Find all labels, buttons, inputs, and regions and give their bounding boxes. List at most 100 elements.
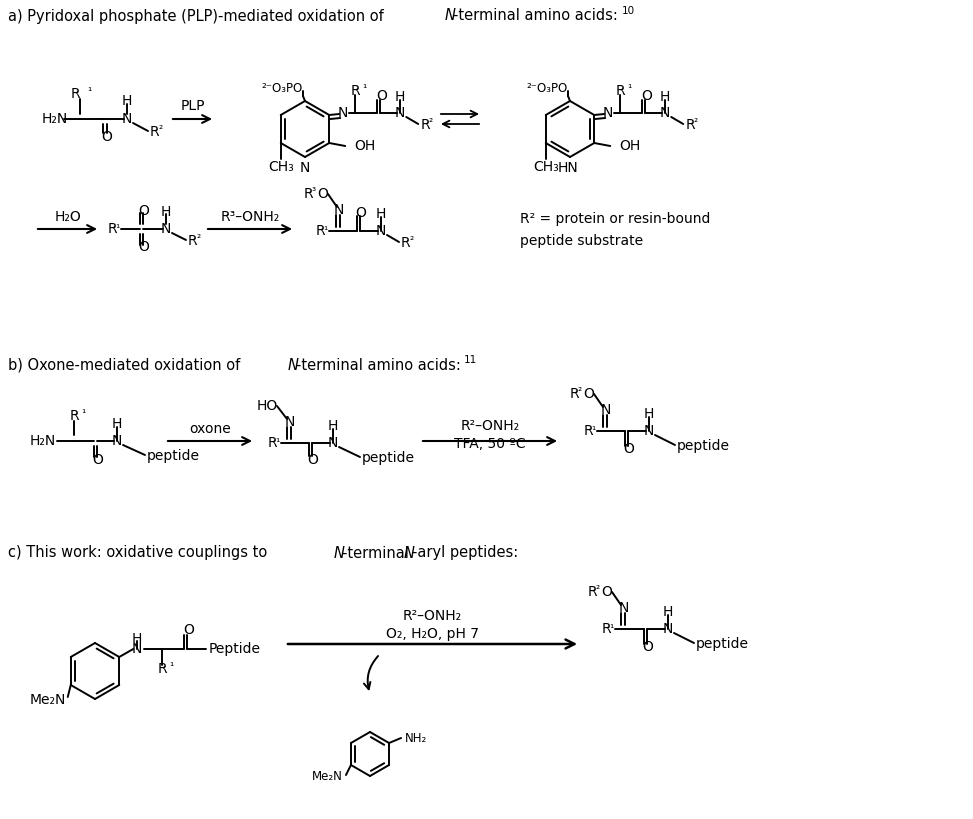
Text: O: O (138, 204, 150, 218)
Text: ¹: ¹ (362, 84, 367, 94)
Text: N: N (328, 436, 339, 450)
Text: -terminal amino acids:: -terminal amino acids: (296, 358, 461, 373)
Text: ²: ² (196, 234, 200, 244)
Text: ³: ³ (311, 187, 315, 197)
Text: H: H (395, 90, 406, 104)
Text: ¹: ¹ (323, 226, 327, 236)
Text: N: N (663, 622, 673, 636)
Text: R³–ONH₂: R³–ONH₂ (220, 210, 279, 224)
Text: ¹: ¹ (115, 224, 120, 234)
Text: R: R (401, 236, 411, 250)
Text: OH: OH (619, 139, 640, 153)
Text: N: N (644, 424, 654, 438)
Text: H: H (660, 90, 670, 104)
Text: N: N (122, 112, 132, 126)
Text: peptide: peptide (696, 637, 749, 651)
Text: H: H (112, 417, 123, 431)
Text: N: N (112, 434, 123, 448)
Text: R: R (316, 224, 326, 238)
Text: N: N (334, 203, 344, 217)
Text: O: O (624, 442, 634, 456)
Text: N: N (132, 642, 142, 656)
Text: N: N (334, 545, 345, 560)
Text: N: N (338, 106, 348, 120)
Text: O: O (641, 89, 652, 103)
Text: R: R (70, 87, 80, 101)
Text: N: N (445, 8, 456, 24)
Text: H: H (161, 205, 171, 219)
Text: NH₂: NH₂ (405, 731, 427, 744)
Text: R: R (570, 387, 580, 401)
Text: H: H (132, 632, 142, 646)
Text: O: O (376, 89, 386, 103)
Text: N: N (619, 601, 630, 615)
Text: -aryl peptides:: -aryl peptides: (412, 545, 519, 560)
Text: R: R (616, 84, 625, 98)
Text: R: R (588, 585, 597, 599)
Text: R: R (420, 118, 430, 132)
Text: N: N (300, 161, 310, 175)
Text: N: N (660, 106, 670, 120)
Text: ²⁻O₃PO: ²⁻O₃PO (262, 83, 303, 96)
Text: ¹: ¹ (81, 409, 86, 419)
Text: CH₃: CH₃ (533, 160, 559, 174)
Text: ²: ² (409, 236, 414, 246)
Text: R: R (108, 222, 118, 236)
Text: R: R (268, 436, 277, 450)
Text: R: R (584, 424, 594, 438)
Text: -terminal: -terminal (342, 545, 414, 560)
Text: ¹: ¹ (591, 426, 595, 436)
Text: H₂N: H₂N (42, 112, 68, 126)
Text: H₂O: H₂O (54, 210, 81, 224)
Text: ¹: ¹ (275, 438, 279, 448)
Text: R²–ONH₂: R²–ONH₂ (403, 609, 461, 623)
Text: b) Oxone-mediated oxidation of: b) Oxone-mediated oxidation of (8, 358, 245, 373)
Text: N: N (395, 106, 406, 120)
Text: ¹: ¹ (87, 87, 91, 97)
Text: H: H (122, 94, 132, 108)
Text: ¹: ¹ (169, 662, 173, 672)
Text: peptide substrate: peptide substrate (520, 234, 643, 248)
Text: O: O (101, 130, 113, 144)
Text: OH: OH (354, 139, 376, 153)
Text: peptide: peptide (147, 449, 200, 463)
Text: peptide: peptide (362, 451, 415, 465)
Text: N: N (603, 106, 613, 120)
Text: TFA, 50 ºC: TFA, 50 ºC (454, 437, 525, 451)
Text: Me₂N: Me₂N (312, 771, 342, 784)
Text: R: R (69, 409, 79, 423)
Text: R: R (150, 125, 160, 139)
Text: R: R (350, 84, 360, 98)
Text: HO: HO (257, 399, 278, 413)
Text: H₂N: H₂N (30, 434, 56, 448)
Text: R²–ONH₂: R²–ONH₂ (460, 419, 520, 433)
Text: ²: ² (158, 125, 162, 135)
Text: R: R (685, 118, 695, 132)
Text: N: N (288, 358, 299, 373)
Text: H: H (328, 419, 339, 433)
Text: ²: ² (577, 387, 581, 397)
Text: a) Pyridoxal phosphate (PLP)-mediated oxidation of: a) Pyridoxal phosphate (PLP)-mediated ox… (8, 8, 388, 24)
Text: N: N (404, 545, 415, 560)
Text: peptide: peptide (677, 439, 730, 453)
Text: 10: 10 (622, 6, 635, 16)
Text: R: R (304, 187, 313, 201)
Text: O: O (355, 206, 367, 220)
Text: Peptide: Peptide (208, 642, 260, 656)
Text: N: N (285, 415, 295, 429)
Text: N: N (376, 224, 386, 238)
Text: O: O (307, 453, 318, 467)
Text: CH₃: CH₃ (268, 160, 294, 174)
Text: c) This work: oxidative couplings to: c) This work: oxidative couplings to (8, 545, 271, 560)
Text: ²: ² (693, 118, 698, 128)
Text: R: R (602, 622, 612, 636)
Text: Me₂N: Me₂N (29, 693, 66, 707)
Text: O: O (317, 187, 328, 201)
Text: ²: ² (595, 585, 599, 595)
Text: ²⁻O₃PO: ²⁻O₃PO (526, 83, 568, 96)
Text: O: O (583, 387, 594, 401)
Text: O: O (642, 640, 654, 654)
Text: HN: HN (558, 161, 578, 175)
Text: O: O (601, 585, 612, 599)
Text: H: H (376, 207, 386, 221)
